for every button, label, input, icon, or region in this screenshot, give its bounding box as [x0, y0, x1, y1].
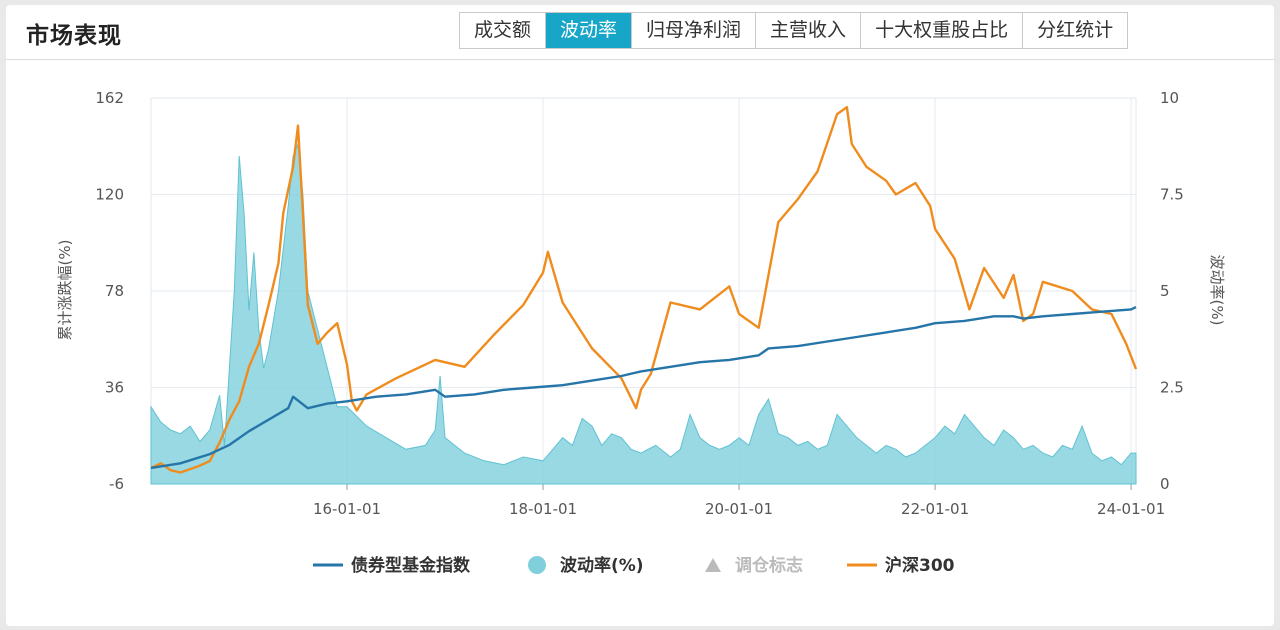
legend-item[interactable]: 调仓标志: [705, 555, 803, 576]
x-tick-label: 18-01-01: [509, 500, 577, 518]
legend-label: 波动率(%): [560, 555, 644, 576]
panel-title: 市场表现: [26, 23, 122, 49]
tab-turnover[interactable]: 成交额: [474, 19, 532, 41]
y2-tick-label: 7.5: [1160, 186, 1184, 204]
y2-axis-title: 波动率(%): [1208, 255, 1226, 326]
y2-tick-label: 2.5: [1160, 379, 1184, 397]
y-tick-label: 36: [105, 379, 124, 397]
legend-item[interactable]: 沪深300: [847, 555, 955, 576]
y-tick-label: 162: [95, 89, 124, 107]
y2-tick-label: 5: [1160, 282, 1170, 300]
legend-label: 沪深300: [885, 555, 955, 576]
tab-main-revenue[interactable]: 主营收入: [755, 13, 860, 48]
y-tick-label: 78: [105, 282, 124, 300]
tab-net-profit[interactable]: 归母净利润: [631, 13, 755, 48]
legend-triangle-marker: [705, 558, 721, 572]
y-tick-label: -6: [109, 475, 124, 493]
panel-header: 市场表现 成交额 波动率 归母净利润 主营收入 十大权重股占比 分红统计: [6, 5, 1274, 60]
y2-tick-label: 0: [1160, 475, 1170, 493]
legend-item[interactable]: 债券型基金指数: [313, 555, 471, 576]
x-tick-label: 24-01-01: [1097, 500, 1165, 518]
y2-tick-label: 10: [1160, 89, 1179, 107]
tab-bar: 成交额 波动率 归母净利润 主营收入 十大权重股占比 分红统计: [459, 12, 1129, 49]
x-tick-label: 22-01-01: [901, 500, 969, 518]
legend-item[interactable]: 波动率(%): [528, 555, 644, 576]
tab-top10-weight[interactable]: 十大权重股占比: [860, 13, 1022, 48]
x-tick-label: 16-01-01: [313, 500, 381, 518]
legend-label: 调仓标志: [735, 555, 803, 576]
legend-circle-marker: [528, 556, 546, 574]
series-bond-index-line: [150, 306, 1137, 470]
legend-label: 债券型基金指数: [351, 555, 471, 576]
y-axis-title: 累计涨跌幅(%): [56, 240, 74, 341]
y-tick-label: 120: [95, 186, 124, 204]
x-tick-label: 20-01-01: [705, 500, 773, 518]
series-csi300-line: [150, 106, 1138, 474]
tab-volatility[interactable]: 波动率: [545, 13, 632, 48]
tab-dividend[interactable]: 分红统计: [1022, 13, 1127, 48]
series-volatility-area: [150, 144, 1137, 485]
